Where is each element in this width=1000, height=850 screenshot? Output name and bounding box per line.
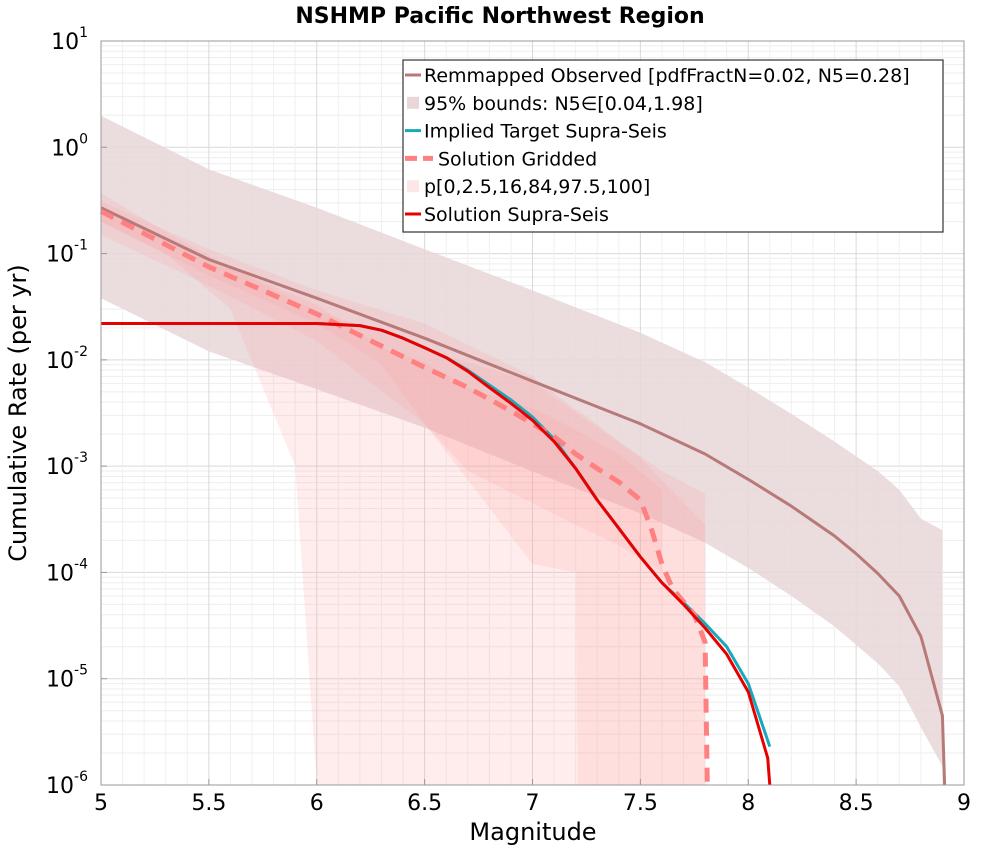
y-tick-label: 101 [51, 25, 88, 55]
series-line-solution-supra-seis [101, 322, 772, 786]
x-tick-label: 6.5 [407, 791, 442, 816]
y-axis-title: Cumulative Rate (per yr) [4, 264, 32, 562]
legend-label: Solution Supra-Seis [424, 204, 609, 226]
legend-label: Remmapped Observed [pdfFractN=0.02, N5=0… [424, 65, 910, 87]
series-lines [99, 206, 947, 786]
x-tick-label: 9 [957, 791, 971, 816]
chart-title: NSHMP Pacific Northwest Region [295, 4, 704, 29]
x-tick-label: 5 [94, 791, 108, 816]
legend-label: Implied Target Supra-Seis [424, 121, 667, 143]
legend-swatch [407, 180, 419, 193]
x-axis-title: Magnitude [469, 818, 596, 846]
legend-label: Solution Gridded [438, 148, 597, 170]
legend-item-implied-target: Implied Target Supra-Seis [405, 121, 667, 143]
x-tick-label: 7 [526, 791, 540, 816]
legend-item-percentiles: p[0,2.5,16,84,97.5,100] [407, 176, 650, 198]
x-tick-label: 6 [310, 791, 324, 816]
series-line-solution-gridded [99, 209, 710, 786]
band-percentile [101, 193, 706, 785]
band-95-percent-bounds [101, 115, 943, 767]
y-tick-label: 10-3 [46, 450, 88, 480]
x-tick-label: 8.5 [839, 791, 874, 816]
y-tick-label: 100 [51, 131, 88, 161]
legend-swatch [407, 96, 419, 109]
x-axis-ticks: 5 5.5 6 6.5 7 7.5 8 8.5 9 [94, 779, 971, 816]
y-tick-label: 10-2 [46, 344, 88, 374]
y-tick-label: 10-6 [46, 769, 88, 799]
x-tick-label: 8 [741, 791, 755, 816]
band-percentile [101, 201, 706, 786]
x-tick-label: 7.5 [623, 791, 658, 816]
legend-label: p[0,2.5,16,84,97.5,100] [424, 176, 650, 198]
x-tick-label: 5.5 [191, 791, 226, 816]
y-tick-label: 10-4 [46, 556, 88, 586]
y-tick-label: 10-5 [46, 663, 88, 693]
band-percentile [101, 206, 662, 573]
uncertainty-bands [101, 115, 943, 786]
y-tick-label: 10-1 [46, 238, 88, 268]
legend-item-remapped-observed: Remmapped Observed [pdfFractN=0.02, N5=0… [405, 65, 910, 87]
legend-box [402, 59, 944, 233]
legend-item-solution-supra-seis: Solution Supra-Seis [405, 204, 609, 226]
legend-label: 95% bounds: N5∈[0.04,1.98] [424, 93, 703, 115]
y-axis-ticks: 10-6 10-5 10-4 10-3 10-2 10-1 100 101 [46, 25, 107, 799]
legend-item-solution-gridded: Solution Gridded [405, 148, 597, 170]
legend-item-95-bounds: 95% bounds: N5∈[0.04,1.98] [407, 93, 703, 115]
series-line-remapped-observed [100, 206, 947, 786]
legend: Remmapped Observed [pdfFractN=0.02, N5=0… [402, 59, 944, 233]
